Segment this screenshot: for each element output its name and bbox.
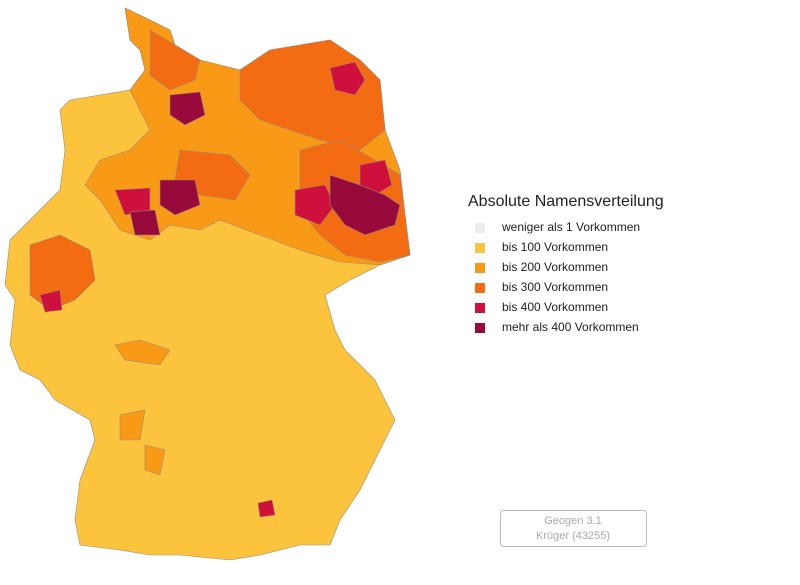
footer-box	[500, 510, 647, 547]
legend-swatch	[475, 223, 485, 233]
legend-swatch	[475, 263, 485, 273]
legend-label: mehr als 400 Vorkommen	[502, 320, 639, 334]
legend-label: bis 200 Vorkommen	[502, 260, 608, 274]
region	[159, 179, 201, 216]
region	[329, 174, 401, 236]
region	[329, 61, 366, 96]
region	[29, 234, 96, 311]
legend-label: bis 400 Vorkommen	[502, 300, 608, 314]
footer-line: Krüger (43255)	[536, 530, 610, 542]
region	[359, 159, 393, 196]
legend-title: Absolute Namensverteilung	[468, 193, 664, 210]
footer-line: Geogen 3.1	[544, 515, 602, 527]
region	[144, 444, 166, 476]
region	[257, 499, 276, 518]
region	[39, 289, 63, 313]
germany-map	[4, 7, 411, 561]
legend-swatch	[475, 243, 485, 253]
legend-swatch	[475, 323, 485, 333]
region	[149, 29, 201, 91]
legend: weniger als 1 Vorkommen bis 100 Vorkommen…	[475, 220, 640, 334]
legend-label: bis 100 Vorkommen	[502, 240, 608, 254]
region	[119, 409, 146, 441]
region	[129, 209, 161, 236]
region	[169, 91, 206, 126]
region	[114, 187, 151, 216]
legend-label: bis 300 Vorkommen	[502, 280, 608, 294]
region	[294, 184, 336, 226]
legend-swatch	[475, 303, 485, 313]
region	[114, 339, 171, 366]
legend-swatch	[475, 283, 485, 293]
legend-label: weniger als 1 Vorkommen	[501, 220, 640, 234]
